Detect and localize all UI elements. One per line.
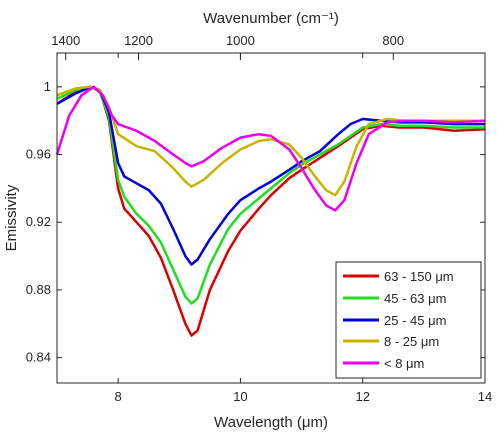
y-tick-label-2: 0.92 <box>26 214 51 229</box>
series-line-2 <box>56 85 485 266</box>
legend: 63 - 150 μm 45 - 63 μm 25 - 45 μm 8 - 25… <box>335 261 482 379</box>
legend-label-45-63: 45 - 63 μm <box>384 291 446 306</box>
series-line-3 <box>56 85 485 197</box>
plot-frame <box>56 52 486 384</box>
y-axis-label: Emissivity <box>3 184 20 251</box>
x-tick-label-0: 8 <box>115 389 122 404</box>
x-axis-label: Wavelength (μm) <box>214 414 328 431</box>
y-tick-label-1: 0.88 <box>26 282 51 297</box>
legend-label-25-45: 25 - 45 μm <box>384 313 446 328</box>
top-tick-label-0: 1400 <box>51 33 80 48</box>
top-axis-label: Wavenumber (cm⁻¹) <box>203 10 339 27</box>
y-tick-label-0: 0.84 <box>26 350 51 365</box>
legend-label-63-150: 63 - 150 μm <box>384 269 454 284</box>
y-tick-label-3: 0.96 <box>26 147 51 162</box>
x-tick-label-3: 14 <box>478 389 492 404</box>
x-tick-label-2: 12 <box>355 389 369 404</box>
series-line-4 <box>55 85 486 212</box>
axis-ticks: 8 10 12 14 0.84 0.88 0.92 0.96 1 1400 1200 1000 800 <box>26 33 493 404</box>
legend-label-8-25: 8 - 25 μm <box>384 334 439 349</box>
top-tick-label-1: 1200 <box>124 33 153 48</box>
top-tick-label-3: 800 <box>382 33 404 48</box>
top-tick-label-2: 1000 <box>226 33 255 48</box>
x-tick-label-1: 10 <box>233 389 247 404</box>
legend-label-lt8: < 8 μm <box>384 356 424 371</box>
y-tick-label-4: 1 <box>44 79 51 94</box>
series-lines <box>55 85 486 337</box>
